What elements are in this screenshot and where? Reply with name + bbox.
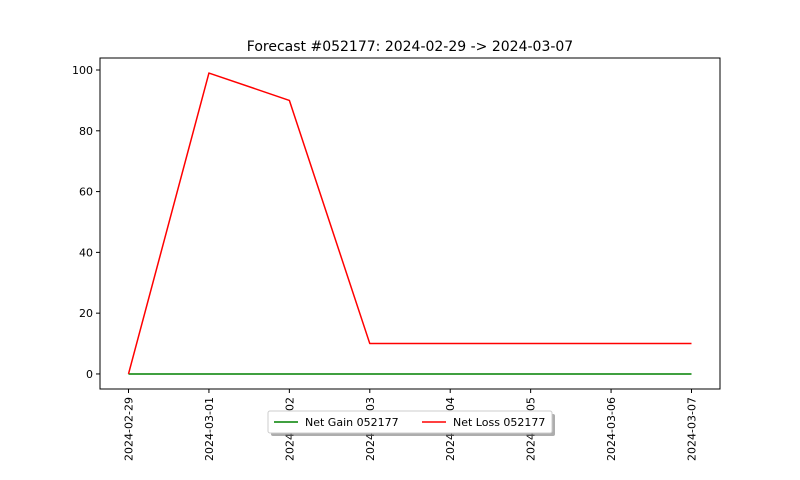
series-layer <box>127 72 692 375</box>
x-tick-label: 2024-03-01 <box>203 397 216 461</box>
x-tick-label: 2024-03-06 <box>605 397 618 461</box>
x-tick-label: 2024-03-07 <box>686 397 699 461</box>
x-tick-label: 2024-02-29 <box>123 397 136 461</box>
y-tick-label: 40 <box>79 246 93 259</box>
series-line-net-loss <box>127 72 692 375</box>
y-tick-label: 0 <box>86 368 93 381</box>
chart-title: Forecast #052177: 2024-02-29 -> 2024-03-… <box>247 39 573 55</box>
legend-label: Net Gain 052177 <box>305 416 399 429</box>
plot-area <box>99 57 721 390</box>
y-tick-label: 20 <box>79 307 93 320</box>
y-tick-label: 100 <box>72 64 93 77</box>
y-tick-label: 80 <box>79 125 93 138</box>
y-axis: 0 20 40 60 80 100 <box>72 64 100 381</box>
legend: Net Gain 052177 Net Loss 052177 <box>267 410 555 436</box>
y-tick-label: 60 <box>79 186 93 199</box>
legend-label: Net Loss 052177 <box>453 416 545 429</box>
legend-box <box>267 410 553 434</box>
